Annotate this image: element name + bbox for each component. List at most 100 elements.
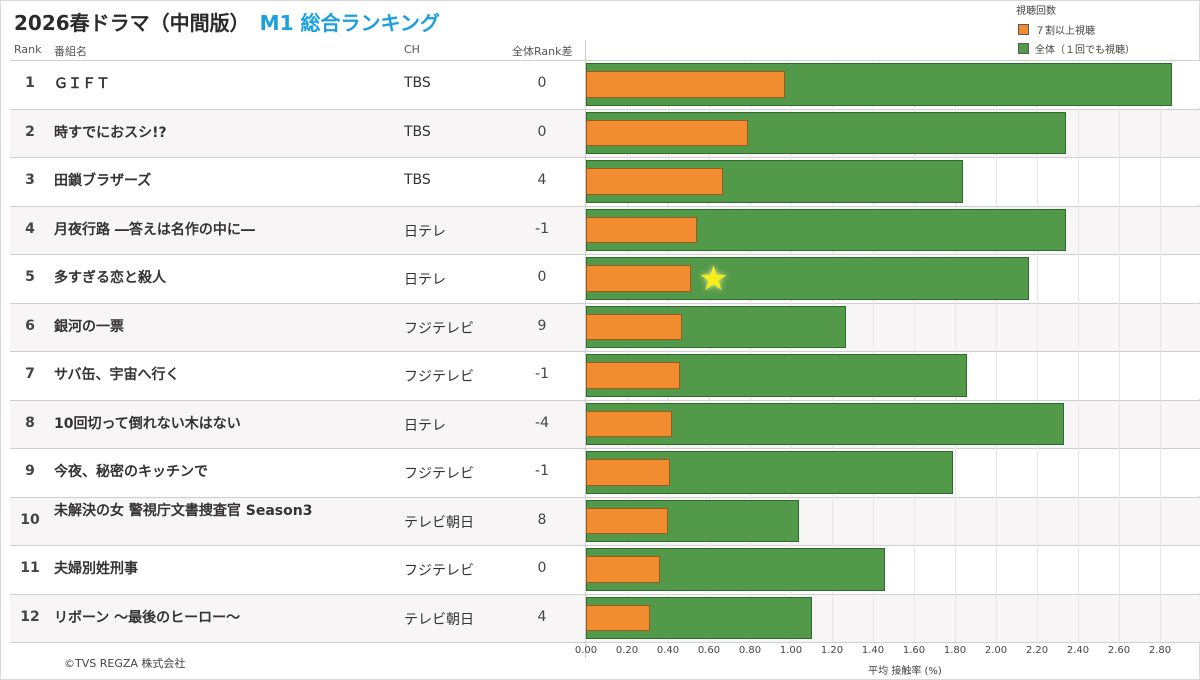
legend-label-total: 全体（１回でも視聴） [1035, 45, 1135, 56]
x-tick-label: 2.60 [1107, 645, 1131, 656]
bar-seven-tenths [586, 410, 673, 437]
x-tick-label: 0.80 [738, 645, 762, 656]
bar-seven-tenths [586, 71, 785, 98]
program-name-cell: 夫婦別姓刑事 [54, 561, 138, 577]
bar-seven-tenths [586, 265, 691, 292]
legend: 視聴回数 ７割以上視聴 全体（１回でも視聴） [1016, 4, 1135, 58]
x-tick-label: 2.20 [1025, 645, 1049, 656]
program-name-cell: 今夜、秘密のキッチンで [54, 464, 208, 480]
bar-seven-tenths [586, 119, 748, 146]
rank-cell: 6 [25, 317, 35, 334]
bar-seven-tenths [586, 604, 650, 631]
copyright: ©TVS REGZA 株式会社 [64, 657, 186, 670]
program-name-cell: リボーン ～最後のヒーロー～ [54, 609, 241, 626]
row-divider [10, 545, 1200, 546]
x-tick-label: 0.20 [615, 645, 639, 656]
rank-diff-cell: -1 [535, 463, 549, 479]
channel-cell: TBS [404, 75, 431, 91]
gridline [709, 60, 710, 642]
x-tick-label: 0.40 [656, 645, 680, 656]
program-name-cell: ＧＩＦＴ [54, 76, 110, 92]
bar-seven-tenths [586, 362, 681, 389]
x-tick-label: 1.60 [902, 645, 926, 656]
rank-cell: 1 [25, 75, 35, 91]
rank-diff-cell: 8 [537, 511, 547, 528]
bar-seven-tenths [586, 216, 697, 243]
rank-cell: 4 [25, 220, 35, 237]
gridline [750, 60, 751, 642]
x-tick-label: 2.40 [1066, 645, 1090, 656]
rank-diff-cell: -4 [535, 414, 549, 431]
rank-diff-cell: 0 [537, 75, 547, 91]
rank-diff-cell: 9 [537, 317, 547, 334]
channel-cell: テレビ朝日 [404, 514, 474, 531]
x-tick-label: 1.80 [943, 645, 967, 656]
header-rank: Rank [14, 43, 42, 56]
gridline [832, 60, 833, 642]
gridline [914, 60, 915, 642]
channel-cell: フジテレビ [404, 466, 474, 482]
bar-seven-tenths [586, 313, 683, 340]
x-tick-label: 1.00 [779, 645, 803, 656]
legend-item-total: 全体（１回でも視聴） [1016, 39, 1135, 58]
rank-diff-cell: 0 [537, 560, 547, 576]
gridline [873, 60, 874, 642]
channel-cell: テレビ朝日 [404, 611, 474, 628]
bar-seven-tenths [586, 459, 671, 486]
rank-diff-cell: 0 [537, 123, 547, 140]
gridline [627, 60, 628, 642]
gridline [668, 60, 669, 642]
x-tick-label: 1.40 [861, 645, 885, 656]
program-name-cell: 田鎖ブラザーズ [54, 173, 152, 189]
program-name-cell: 未解決の女 警視庁文書捜査官 Season3 [54, 502, 313, 519]
row-divider [10, 496, 1200, 498]
axis-divider [585, 40, 586, 658]
row-divider [10, 108, 1200, 110]
rank-cell: 2 [25, 123, 35, 140]
program-name-cell: 月夜行路 ―答えは名作の中に― [54, 221, 255, 238]
program-name-cell: 銀河の一票 [54, 318, 124, 335]
row-divider [10, 642, 1200, 643]
rank-cell: 10 [20, 511, 40, 528]
channel-cell: 日テレ [404, 272, 446, 288]
row-divider [10, 302, 1200, 304]
row-divider [10, 399, 1200, 401]
legend-label-seven: ７割以上視聴 [1035, 26, 1095, 37]
legend-title: 視聴回数 [1016, 6, 1056, 17]
gridline [996, 60, 997, 642]
row-divider [10, 205, 1200, 207]
rank-cell: 7 [25, 366, 35, 382]
program-name-cell: 時すでにおスシ!? [54, 124, 167, 141]
rank-cell: 5 [25, 269, 35, 285]
rank-cell: 12 [20, 608, 40, 625]
rank-cell: 11 [20, 560, 40, 576]
program-name-cell: 10回切って倒れない木はない [54, 415, 241, 432]
x-tick-label: 0.60 [697, 645, 721, 656]
row-divider [10, 60, 1200, 61]
star-icon: ★ [698, 259, 729, 300]
title-sub: M1 総合ランキング [259, 11, 440, 35]
header-name: 番組名 [54, 45, 87, 58]
row-divider [10, 448, 1200, 449]
x-tick-label: 2.00 [984, 645, 1008, 656]
row-divider [10, 157, 1200, 158]
rank-cell: 3 [25, 172, 35, 188]
gridline [791, 60, 792, 642]
rank-diff-cell: 4 [537, 608, 547, 625]
bar-seven-tenths [586, 556, 660, 583]
bar-seven-tenths [586, 507, 668, 534]
rank-cell: 9 [25, 463, 35, 479]
channel-cell: TBS [404, 172, 431, 188]
chart-title: 2026春ドラマ（中間版） M1 総合ランキング [14, 7, 440, 37]
channel-cell: TBS [404, 123, 431, 140]
channel-cell: 日テレ [404, 223, 446, 240]
rank-diff-cell: 0 [537, 269, 547, 285]
gridline [1119, 60, 1120, 642]
rank-diff-cell: 4 [537, 172, 547, 188]
title-main: 2026春ドラマ（中間版） [14, 11, 250, 35]
rank-diff-cell: -1 [535, 220, 549, 237]
legend-swatch-orange [1018, 24, 1029, 35]
row-divider [10, 593, 1200, 595]
x-tick-label: 2.80 [1148, 645, 1172, 656]
bar-seven-tenths [586, 168, 724, 195]
